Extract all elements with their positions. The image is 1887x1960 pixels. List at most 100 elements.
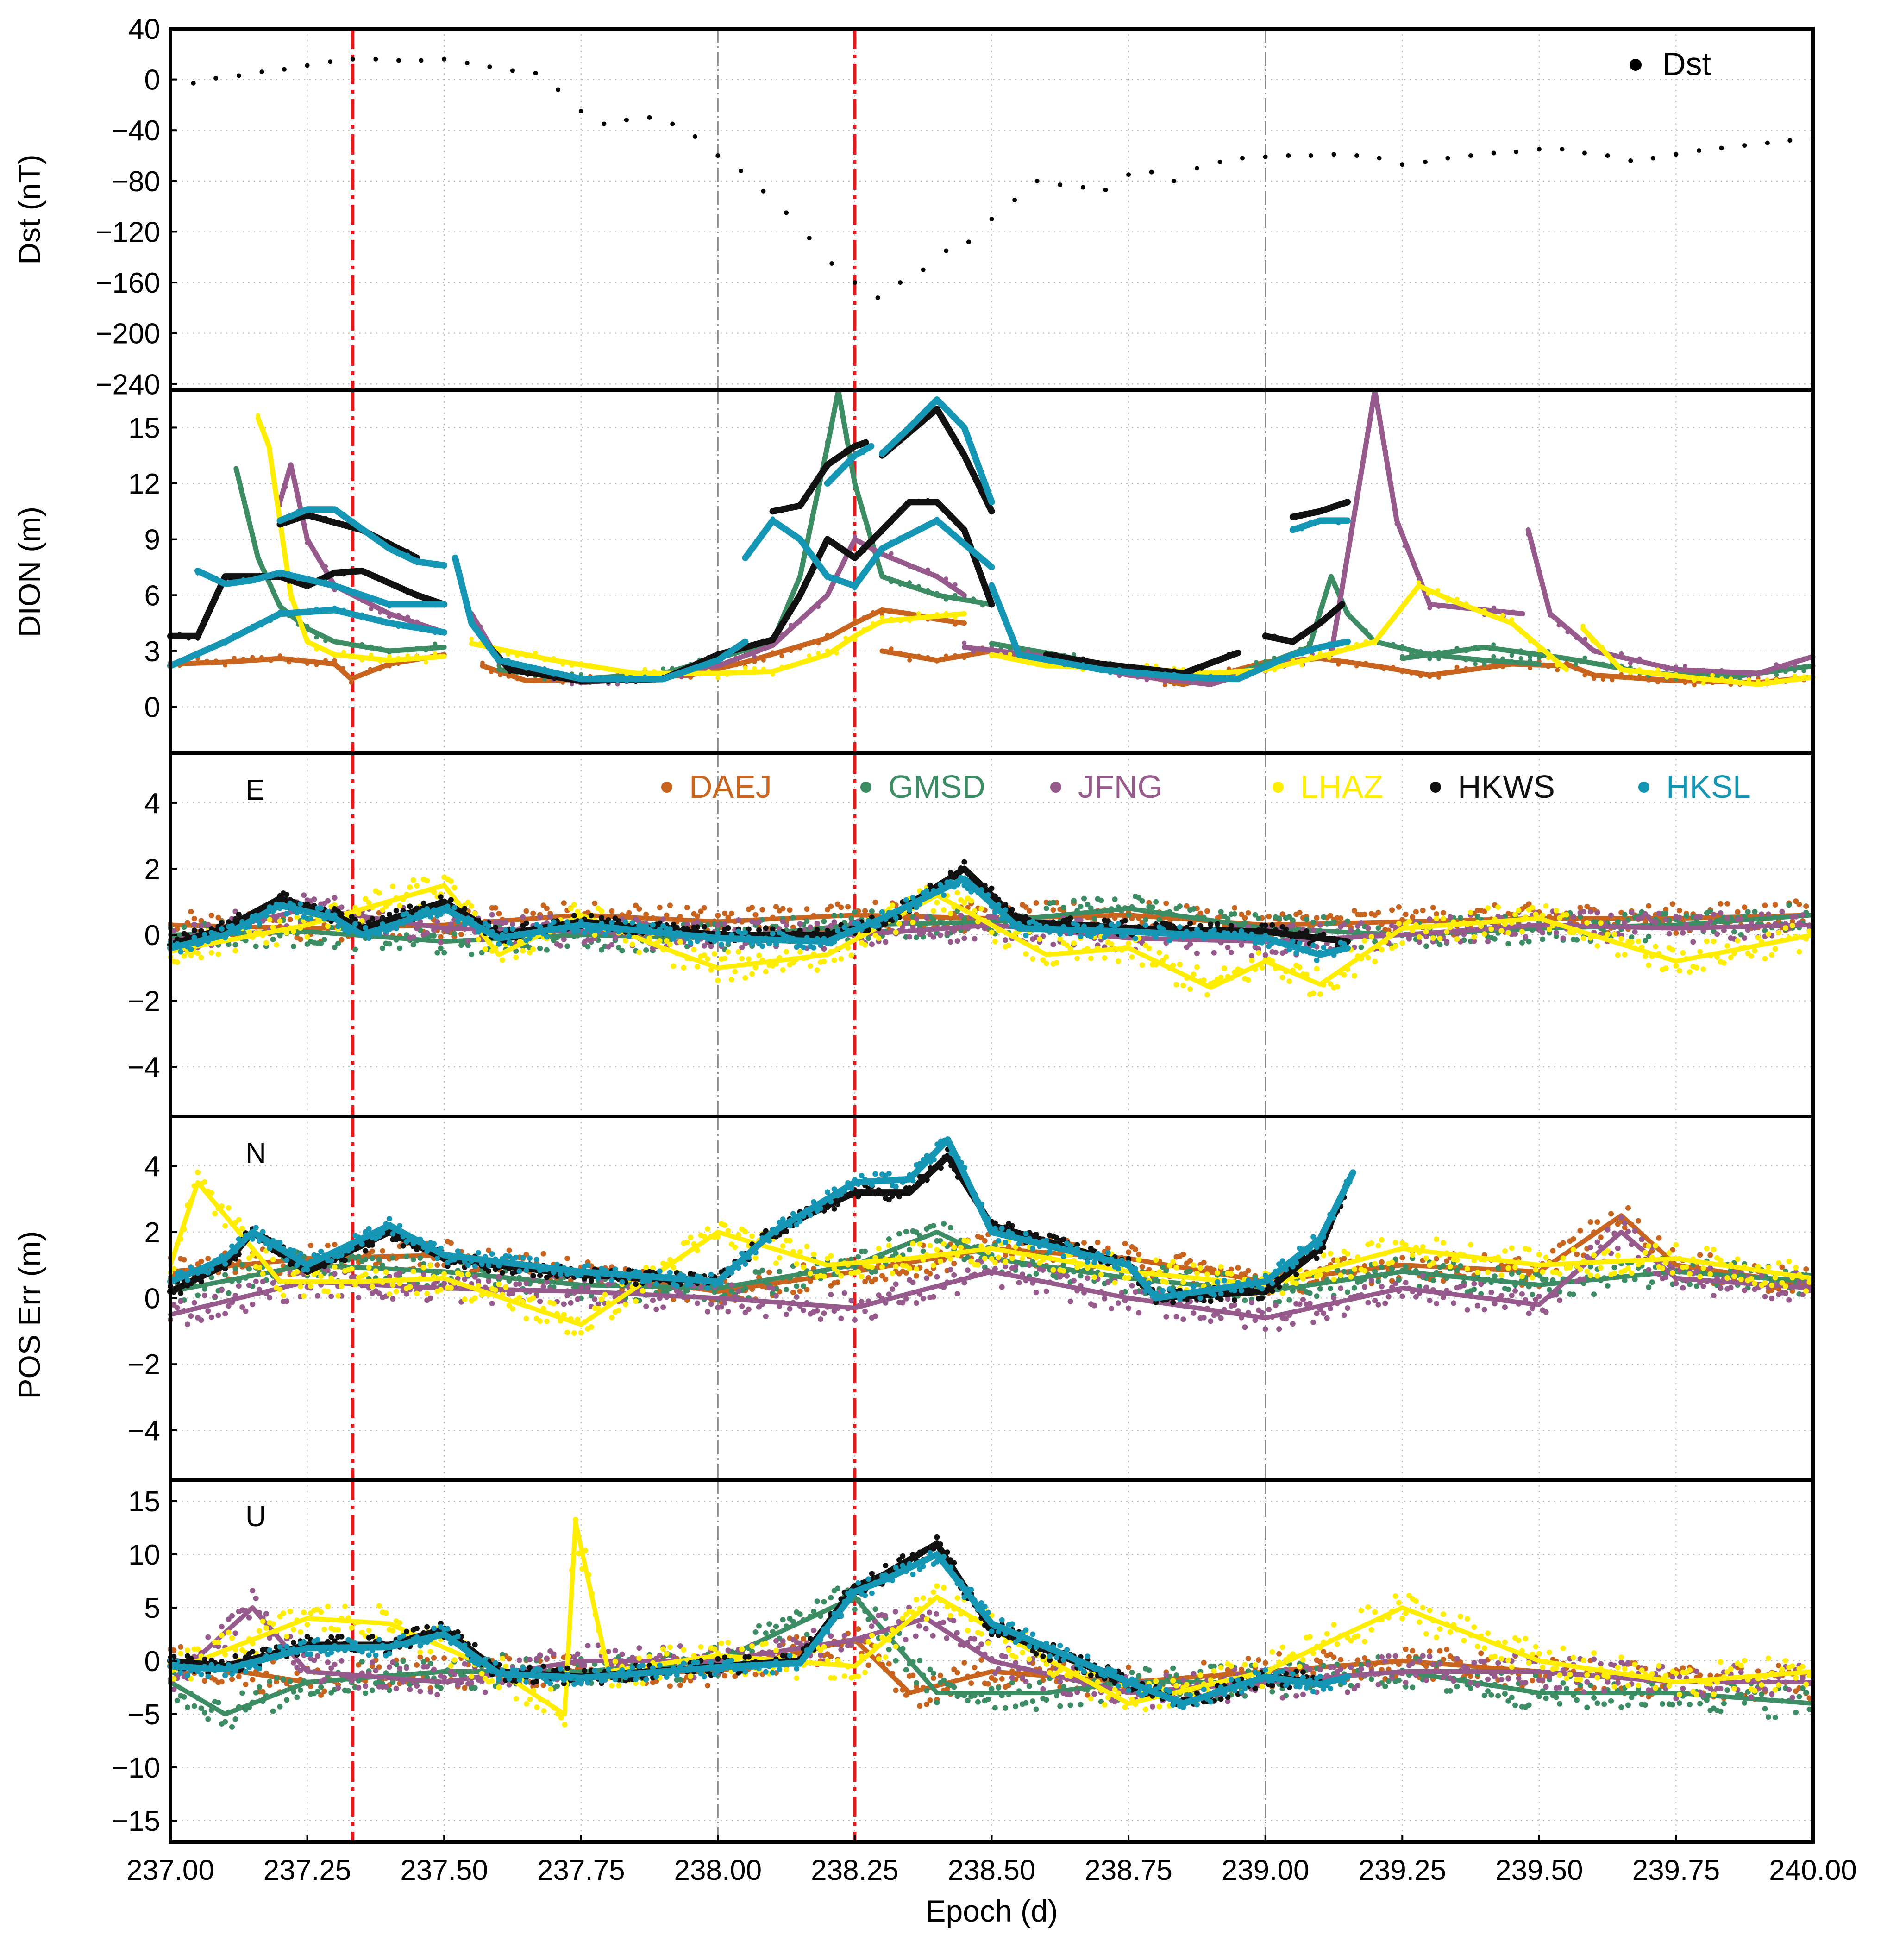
series-hkws-point bbox=[1199, 666, 1204, 671]
series-hkws-point bbox=[588, 913, 594, 919]
series-hksl-point bbox=[514, 661, 520, 666]
series-lhaz-point bbox=[1454, 596, 1460, 601]
dst-point bbox=[510, 68, 515, 73]
series-hksl-point bbox=[219, 926, 225, 932]
series-hksl-point bbox=[1290, 653, 1295, 658]
series-lhaz-point bbox=[1297, 964, 1303, 970]
series-gmsd-point bbox=[1600, 661, 1605, 666]
series-lhaz-point bbox=[1639, 944, 1645, 950]
series-hksl-point bbox=[1003, 907, 1009, 913]
series-lhaz-point bbox=[1636, 938, 1642, 944]
series-hksl-point bbox=[323, 607, 328, 612]
series-lhaz-point bbox=[642, 667, 647, 672]
series-jfng-point bbox=[1625, 924, 1631, 930]
series-hkws-point bbox=[1309, 626, 1314, 631]
series-hksl-point bbox=[1299, 651, 1304, 657]
series-daej-point bbox=[1718, 901, 1724, 907]
series-hksl-point bbox=[825, 480, 830, 485]
series-jfng-point bbox=[1632, 929, 1638, 935]
series-lhaz-point bbox=[797, 661, 802, 666]
series-hksl-point bbox=[1035, 654, 1040, 659]
series-lhaz-point bbox=[1454, 936, 1460, 942]
series-daej-point bbox=[1600, 677, 1605, 682]
series-hksl-point bbox=[433, 603, 438, 608]
series-hksl-point bbox=[520, 931, 526, 937]
series-gmsd-point bbox=[1434, 1270, 1440, 1276]
series-gmsd-point bbox=[1139, 898, 1145, 904]
series-hksl-point bbox=[606, 676, 611, 682]
dst-point bbox=[1194, 166, 1199, 171]
series-daej-point bbox=[913, 1273, 919, 1279]
series-lhaz-point bbox=[1793, 934, 1799, 940]
series-lhaz-point bbox=[735, 949, 741, 955]
series-gmsd-point bbox=[1375, 925, 1381, 931]
series-daej-point bbox=[1762, 902, 1768, 908]
series-daej-point bbox=[1587, 1219, 1593, 1225]
series-hksl-point bbox=[363, 925, 369, 931]
series-lhaz-point bbox=[396, 656, 401, 661]
series-lhaz-point bbox=[1704, 938, 1710, 944]
series-lhaz-point bbox=[1714, 954, 1720, 960]
series-gmsd-point bbox=[451, 931, 458, 937]
series-lhaz-point bbox=[1281, 663, 1286, 668]
dst-point bbox=[602, 121, 607, 126]
series-hksl-point bbox=[1314, 958, 1320, 964]
series-lhaz-point bbox=[1088, 955, 1094, 961]
series-hksl-point bbox=[998, 606, 1003, 611]
series-gmsd-point bbox=[1238, 923, 1244, 929]
series-hkws-point bbox=[386, 911, 392, 917]
series-gmsd-point bbox=[865, 935, 871, 941]
series-daej-point bbox=[1670, 901, 1675, 907]
series-lhaz-point bbox=[1309, 654, 1314, 659]
series-lhaz-point bbox=[266, 442, 271, 447]
series-lhaz-point bbox=[1737, 681, 1743, 686]
series-gmsd-point bbox=[1611, 1265, 1617, 1271]
series-gmsd-point bbox=[1564, 657, 1569, 662]
series-hkws-point bbox=[1327, 505, 1332, 510]
series-hksl-point bbox=[880, 546, 884, 551]
series-hksl-point bbox=[629, 920, 635, 926]
series-hksl-point bbox=[397, 919, 403, 925]
series-jfng-point bbox=[1403, 544, 1408, 549]
series-jfng-point bbox=[1765, 670, 1770, 675]
series-hksl-point bbox=[898, 535, 903, 540]
series-jfng-point bbox=[571, 1290, 577, 1296]
series-daej-point bbox=[1163, 900, 1169, 906]
series-hksl-point bbox=[1163, 929, 1169, 935]
series-daej-point bbox=[790, 1290, 796, 1295]
series-lhaz-point bbox=[893, 929, 899, 935]
series-jfng-point bbox=[1423, 933, 1429, 939]
series-daej-point bbox=[530, 910, 536, 916]
series-hksl-point bbox=[204, 648, 209, 653]
series-gmsd-point bbox=[1321, 914, 1327, 920]
series-jfng-point bbox=[1646, 661, 1651, 666]
series-daej-point bbox=[1399, 1255, 1405, 1261]
series-daej-point bbox=[564, 1255, 570, 1261]
series-gmsd-point bbox=[370, 1255, 375, 1261]
series-lhaz-point bbox=[825, 648, 830, 653]
series-jfng-point bbox=[1310, 927, 1317, 933]
series-jfng-point bbox=[575, 1296, 581, 1302]
series-daej-point bbox=[889, 608, 894, 613]
series-hksl-point bbox=[1105, 931, 1111, 937]
series-daej-point bbox=[962, 655, 967, 660]
series-gmsd-point bbox=[807, 527, 812, 532]
series-lhaz-point bbox=[1505, 930, 1511, 936]
series-lhaz-point bbox=[1033, 945, 1039, 951]
series-jfng-point bbox=[378, 610, 383, 615]
series-hkws-point bbox=[944, 508, 948, 513]
series-gmsd-point bbox=[925, 588, 930, 593]
series-gmsd-point bbox=[277, 602, 282, 607]
series-gmsd-point bbox=[903, 1228, 909, 1234]
series-jfng-point bbox=[578, 1285, 584, 1291]
series-gmsd-point bbox=[1622, 912, 1628, 917]
series-hksl-point bbox=[314, 607, 319, 612]
series-jfng-point bbox=[1447, 914, 1453, 920]
series-jfng-point bbox=[592, 1296, 598, 1302]
series-gmsd-point bbox=[830, 415, 835, 420]
series-lhaz-point bbox=[916, 611, 921, 616]
series-jfng-point bbox=[1365, 925, 1371, 931]
series-hksl-point bbox=[1098, 923, 1104, 929]
series-hksl-point bbox=[478, 632, 483, 637]
series-gmsd-point bbox=[318, 940, 324, 946]
